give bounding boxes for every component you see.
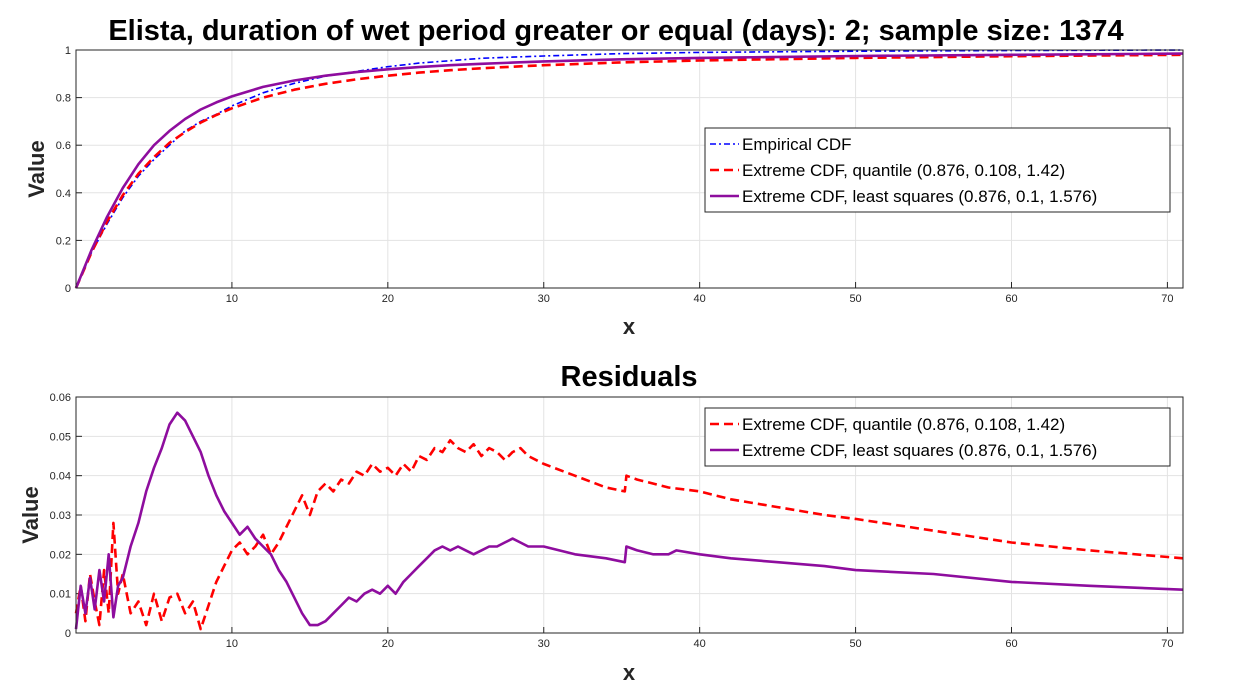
cdf-x-tick-label: 70 [1161, 293, 1173, 305]
residuals-panel: Residuals 10 20 30 40 50 60 70 0 0.01 0.02 0.03 0.0… [18, 361, 1184, 685]
cdf-y-axis-label: Value [24, 140, 49, 197]
cdf-y-tick-label: 0.2 [56, 235, 71, 247]
residuals-y-tick-label: 0.02 [50, 549, 71, 561]
residuals-x-tick-label: 60 [1005, 638, 1017, 650]
residuals-y-tick-label: 0.03 [50, 510, 71, 522]
cdf-ticks: 10 20 30 40 50 60 70 0 0.2 0.4 0.6 0.8 1 [56, 45, 1174, 305]
residuals-x-tick-label: 10 [226, 638, 238, 650]
residuals-x-tick-label: 40 [694, 638, 706, 650]
residuals-series-lines [74, 411, 1184, 631]
residuals-series-line-quantile [74, 438, 1184, 631]
residuals-x-tick-label: 50 [849, 638, 861, 650]
cdf-x-tick-label: 30 [538, 293, 550, 305]
residuals-y-tick-label: 0.04 [50, 471, 71, 483]
residuals-y-tick-label: 0.06 [50, 392, 71, 404]
cdf-x-axis-label: x [623, 314, 636, 339]
residuals-ticks: 10 20 30 40 50 60 70 0 0.01 0.02 0.03 0.04 0.05 0.06 [50, 392, 1174, 650]
residuals-x-tick-label: 70 [1161, 638, 1173, 650]
cdf-chart-title: Elista, duration of wet period greater o… [108, 15, 1123, 47]
residuals-y-tick-label: 0.01 [50, 589, 71, 601]
cdf-y-tick-label: 0.6 [56, 140, 71, 152]
residuals-legend-box [704, 407, 1171, 467]
cdf-x-tick-label: 50 [849, 293, 861, 305]
cdf-legend: Empirical CDF Extreme CDF, quantile (0.8… [704, 127, 1171, 213]
residuals-x-tick-label: 20 [382, 638, 394, 650]
cdf-series-line-quantile [74, 53, 1184, 289]
cdf-legend-label-least-squares: Extreme CDF, least squares (0.876, 0.1, … [742, 187, 1097, 206]
cdf-x-tick-label: 10 [226, 293, 238, 305]
cdf-legend-label-empirical: Empirical CDF [742, 135, 852, 154]
residuals-axes-box [75, 396, 1184, 634]
cdf-axes-box [75, 49, 1184, 289]
residuals-series-line-least-squares [74, 411, 1184, 630]
cdf-y-tick-label: 0 [65, 283, 71, 295]
cdf-series-line-least-squares [74, 52, 1184, 289]
residuals-x-tick-label: 30 [538, 638, 550, 650]
cdf-legend-box [704, 127, 1171, 213]
cdf-x-tick-label: 40 [694, 293, 706, 305]
residuals-y-axis-label: Value [18, 486, 43, 543]
cdf-series-lines [74, 49, 1184, 289]
residuals-chart-title: Residuals [561, 361, 698, 393]
cdf-x-tick-label: 20 [382, 293, 394, 305]
residuals-legend-label-quantile: Extreme CDF, quantile (0.876, 0.108, 1.4… [742, 415, 1065, 434]
residuals-legend-label-least-squares: Extreme CDF, least squares (0.876, 0.1, … [742, 441, 1097, 460]
residuals-x-axis-label: x [623, 660, 636, 685]
residuals-y-tick-label: 0.05 [50, 431, 71, 443]
cdf-y-tick-label: 1 [65, 45, 71, 57]
cdf-legend-label-quantile: Extreme CDF, quantile (0.876, 0.108, 1.4… [742, 161, 1065, 180]
cdf-y-tick-label: 0.8 [56, 93, 71, 105]
residuals-legend: Extreme CDF, quantile (0.876, 0.108, 1.4… [704, 407, 1171, 467]
cdf-x-tick-label: 60 [1005, 293, 1017, 305]
residuals-y-tick-label: 0 [65, 628, 71, 640]
cdf-panel: Elista, duration of wet period greater o… [24, 15, 1184, 339]
cdf-y-tick-label: 0.4 [56, 188, 71, 200]
